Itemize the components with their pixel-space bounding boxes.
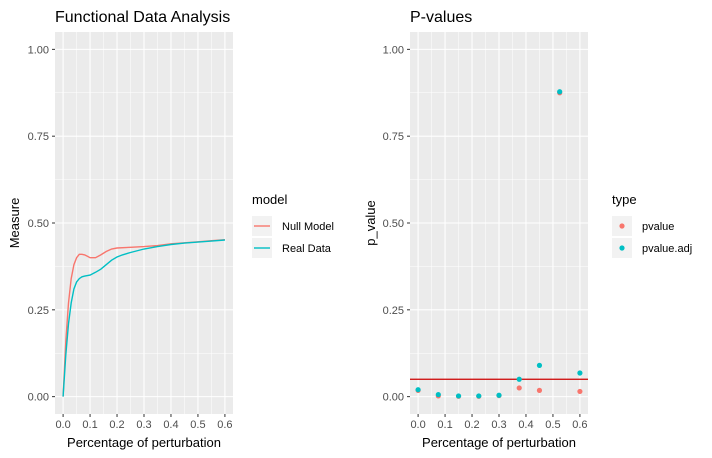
point-pvalue-adj (577, 370, 583, 376)
chart-fda: Functional Data Analysis 0.00 0.25 0.50 0.7… (7, 9, 334, 450)
legend: model Null Model Real Data (252, 192, 334, 258)
point-pvalue-adj (557, 89, 563, 95)
x-tick-label: 0.6 (572, 419, 587, 431)
legend-swatch (619, 223, 625, 229)
y-tick-label: 0.50 (28, 218, 49, 230)
legend-label: Null Model (282, 221, 334, 233)
legend-label: Real Data (282, 243, 332, 255)
point-pvalue-adj (516, 376, 522, 382)
x-tick-label: 0.3 (136, 419, 151, 431)
point-pvalue-adj (536, 362, 543, 368)
x-tick-label: 0.2 (109, 419, 124, 431)
grid (410, 32, 588, 414)
y-tick-label: 0.75 (383, 131, 404, 143)
x-tick-label: 0.0 (55, 419, 70, 431)
series-points (415, 89, 583, 399)
y-tick-label: 0.50 (383, 218, 404, 230)
x-tick-label: 0.4 (163, 419, 178, 431)
y-axis: 0.00 0.25 0.50 0.75 1.00 (28, 44, 55, 404)
x-axis-title: Percentage of perturbation (67, 435, 221, 450)
y-tick-label: 0.00 (28, 392, 49, 404)
x-tick-label: 0.4 (518, 419, 533, 431)
y-tick-label: 0.00 (383, 392, 404, 404)
x-tick-label: 0.0 (410, 419, 425, 431)
point-pvalue (577, 388, 583, 395)
legend-label: pvalue.adj (642, 243, 692, 255)
x-axis-title: Percentage of perturbation (422, 435, 576, 450)
x-tick-label: 0.3 (491, 419, 506, 431)
point-pvalue (536, 387, 543, 393)
point-pvalue-adj (435, 391, 441, 398)
x-tick-label: 0.2 (464, 419, 479, 431)
y-axis-title: Measure (7, 198, 22, 249)
y-tick-label: 0.75 (28, 131, 49, 143)
chart-title: Functional Data Analysis (55, 9, 230, 26)
y-tick-label: 1.00 (383, 44, 404, 56)
legend: type pvalue pvalue.adj (612, 192, 692, 258)
y-axis: 0.00 0.25 0.50 0.75 1.00 (383, 44, 410, 404)
chart-title: P-values (410, 9, 472, 26)
legend-title: type (612, 192, 637, 207)
y-tick-label: 0.25 (28, 305, 49, 317)
legend-swatch (619, 245, 625, 251)
x-tick-label: 0.5 (190, 419, 205, 431)
point-pvalue-adj (476, 393, 482, 399)
x-axis: 0.0 0.1 0.2 0.3 0.4 0.5 0.6 (55, 414, 233, 431)
y-tick-label: 1.00 (28, 44, 49, 56)
point-pvalue-adj (455, 393, 462, 399)
point-pvalue-adj (496, 392, 502, 398)
grid (55, 32, 233, 414)
x-tick-label: 0.5 (545, 419, 560, 431)
point-pvalue-adj (415, 387, 421, 393)
x-tick-label: 0.6 (217, 419, 232, 431)
point-pvalue (516, 385, 522, 391)
x-tick-label: 0.1 (82, 419, 97, 431)
legend-title: model (252, 192, 288, 207)
y-tick-label: 0.25 (383, 305, 404, 317)
x-tick-label: 0.1 (437, 419, 452, 431)
legend-label: pvalue (642, 221, 674, 233)
chart-pvalues: P-values 0.000.250.500.751.00 0.0 0.1 0.2 0… (363, 9, 692, 450)
y-axis-title: p_value (363, 200, 378, 246)
series-lines (62, 239, 225, 397)
series-line-real-data (62, 239, 225, 397)
x-axis: 0.0 0.1 0.2 0.3 0.4 0.5 0.6 (410, 414, 588, 431)
